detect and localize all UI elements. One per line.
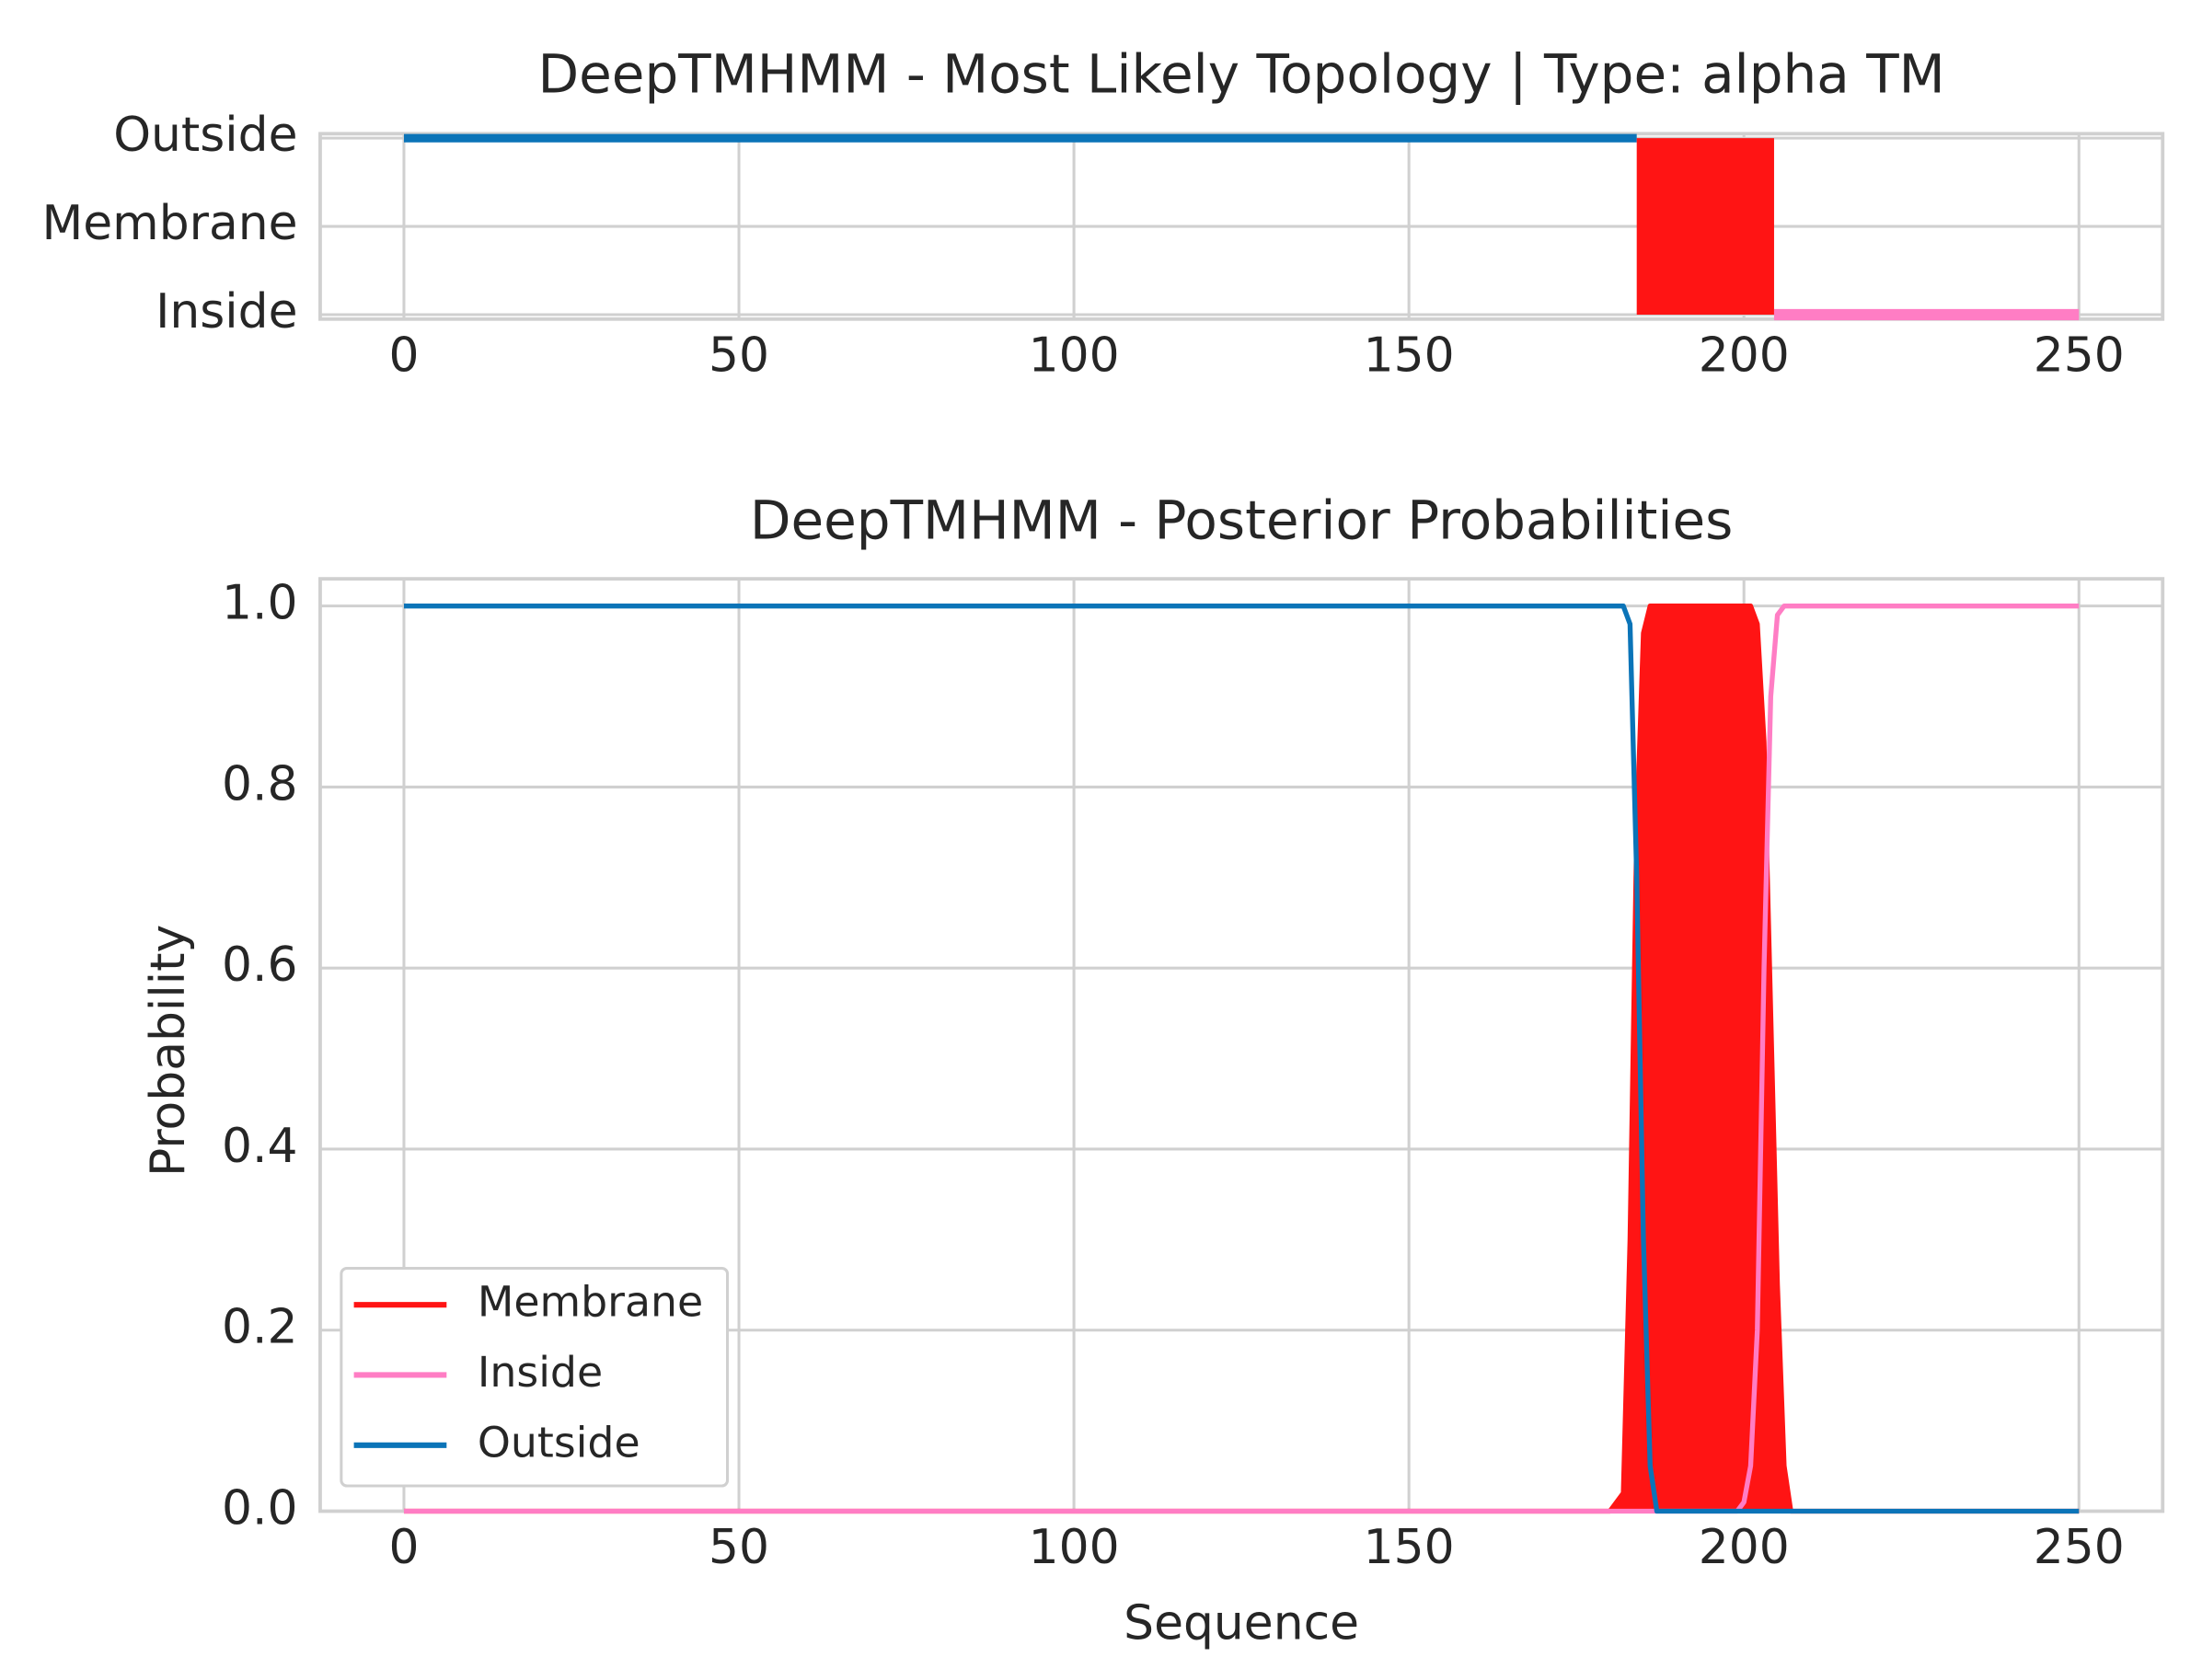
x-tick-label: 50: [709, 328, 769, 384]
y-tick-label: 1.0: [222, 576, 297, 631]
x-tick-label: 150: [1364, 328, 1455, 384]
legend-label: Inside: [478, 1348, 603, 1397]
legend-label: Membrane: [478, 1278, 703, 1327]
membrane-band: [1636, 138, 1774, 316]
legend-label: Outside: [478, 1418, 640, 1467]
x-tick-label: 0: [388, 328, 419, 384]
y-tick-label: Membrane: [41, 196, 297, 251]
y-tick-label: Outside: [113, 108, 297, 163]
chart-title: DeepTMHMM - Most Likely Topology | Type:…: [537, 42, 1944, 105]
x-tick-label: 250: [2034, 1520, 2125, 1575]
x-tick-label: 0: [388, 1520, 419, 1575]
x-tick-label: 250: [2034, 328, 2125, 384]
area: [403, 605, 2080, 1512]
x-axis-label: Sequence: [1124, 1596, 1359, 1651]
x-tick-label: 200: [1699, 1520, 1790, 1575]
y-axis-label: Probability: [141, 925, 196, 1177]
y-tick-label: 0.4: [222, 1119, 297, 1174]
x-tick-label: 50: [709, 1520, 769, 1575]
x-tick-label: 150: [1364, 1520, 1455, 1575]
chart-title: DeepTMHMM - Posterior Probabilities: [750, 489, 1734, 552]
x-tick-label: 100: [1029, 328, 1120, 384]
series-line: [403, 603, 2080, 1514]
legend: Membrane Inside Outside: [340, 1266, 730, 1488]
y-tick-label: 0.8: [222, 756, 297, 811]
series-line: [403, 603, 2080, 1514]
series-line: [403, 603, 2080, 1514]
y-tick-label: 0.2: [222, 1300, 297, 1355]
legend-box: [340, 1266, 730, 1488]
y-tick-label: 0.0: [222, 1480, 297, 1536]
y-tick-label: Inside: [156, 284, 297, 339]
y-tick-label: 0.6: [222, 938, 297, 993]
x-tick-label: 200: [1699, 328, 1790, 384]
x-tick-label: 100: [1029, 1520, 1120, 1575]
